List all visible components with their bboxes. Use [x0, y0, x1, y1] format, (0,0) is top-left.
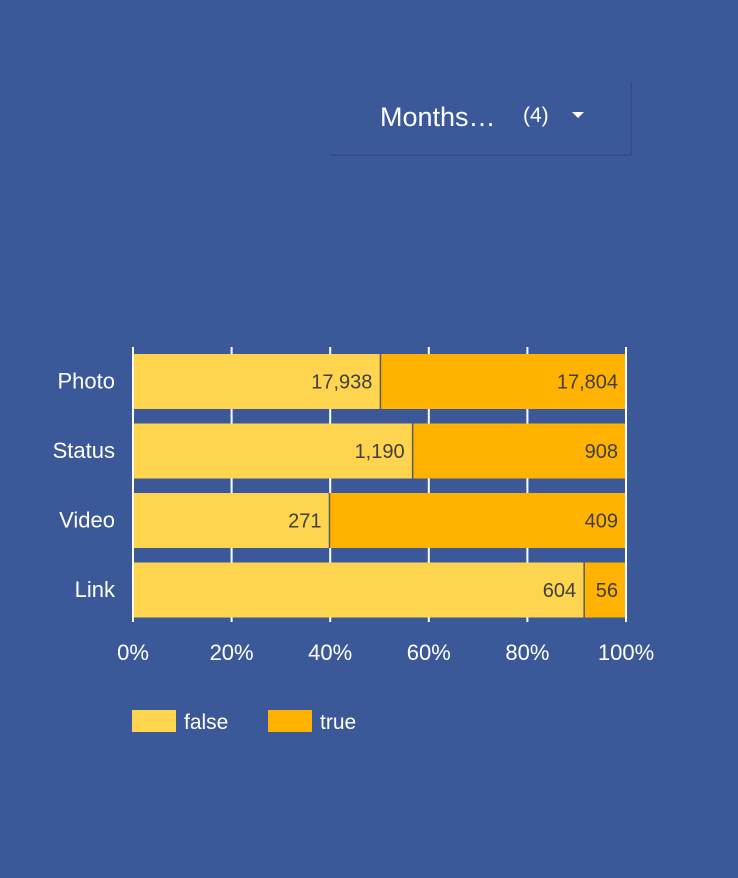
- x-tick-label: 0%: [117, 640, 149, 665]
- data-label-true: 56: [596, 580, 618, 602]
- caret-down-icon: [572, 112, 584, 118]
- legend-swatch-false: [132, 710, 176, 732]
- data-label-false: 271: [288, 511, 321, 533]
- x-tick-label: 20%: [210, 640, 254, 665]
- bar-false-video: [133, 493, 330, 548]
- category-label: Video: [59, 508, 115, 533]
- legend-swatch-true: [268, 710, 312, 732]
- x-tick-label: 60%: [407, 640, 451, 665]
- filter-label: Months…: [380, 102, 496, 132]
- x-tick-label: 100%: [598, 640, 654, 665]
- bar-false-status: [133, 423, 413, 479]
- category-label: Photo: [58, 369, 116, 394]
- data-label-false: 604: [543, 580, 576, 602]
- category-label: Status: [53, 438, 115, 463]
- bar-true-link: [584, 562, 626, 618]
- legend-label-false: false: [184, 711, 228, 734]
- filter-selected-count: (4): [523, 104, 549, 127]
- x-tick-label: 80%: [505, 640, 549, 665]
- bar-true-video: [329, 493, 626, 548]
- legend-label-true: true: [320, 711, 356, 734]
- data-label-false: 1,190: [355, 441, 405, 463]
- bar-true-status: [412, 423, 626, 479]
- category-label: Link: [75, 577, 116, 602]
- data-label-true: 409: [585, 511, 618, 533]
- months-filter-dropdown[interactable]: Months… (4): [330, 82, 632, 156]
- x-tick-label: 40%: [308, 640, 352, 665]
- bar-false-link: [133, 562, 585, 618]
- bar-true-photo: [380, 354, 626, 409]
- data-label-true: 908: [585, 441, 618, 463]
- data-label-false: 17,938: [311, 372, 372, 394]
- data-label-true: 17,804: [557, 372, 618, 394]
- bar-false-photo: [133, 354, 381, 409]
